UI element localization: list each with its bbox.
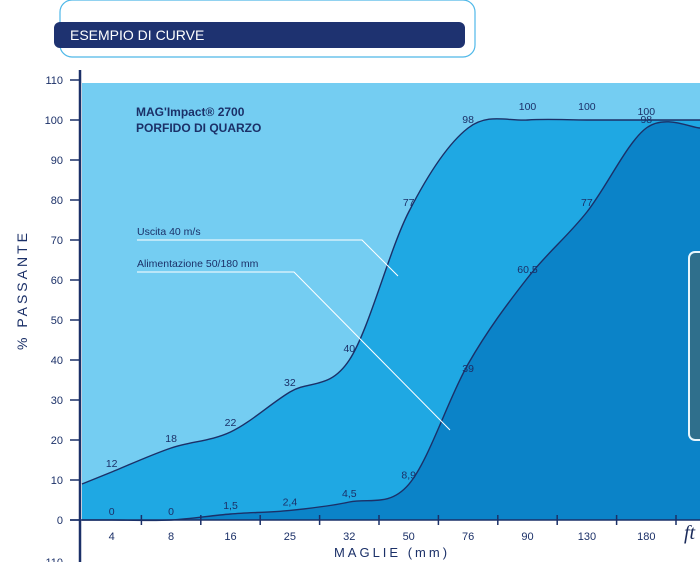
data-label: 32 (284, 377, 296, 389)
data-label: 0 (109, 506, 115, 518)
legend-leader-output (137, 239, 399, 277)
data-label: 4,5 (342, 488, 357, 500)
x-tick-label: 4 (109, 531, 115, 543)
x-tick-label: 130 (578, 531, 596, 543)
x-tick-label: 180 (637, 531, 655, 543)
data-label: 77 (581, 197, 593, 209)
data-label: 100 (638, 106, 656, 118)
data-label: 40 (343, 343, 355, 355)
data-label: 12 (106, 458, 118, 470)
y-tick-label: 40 (51, 355, 63, 367)
header-title: ESEMPIO DI CURVE (70, 27, 204, 43)
x-tick-label: 32 (343, 531, 355, 543)
data-label: 60,5 (517, 264, 538, 276)
x-tick-label: 90 (521, 531, 533, 543)
legend-feed: Alimentazione 50/180 mm (137, 258, 259, 270)
header-bar (54, 22, 465, 48)
y-tick-label: 90 (51, 155, 63, 167)
y-tick-label: 0 (57, 515, 63, 527)
data-label: 98 (640, 114, 652, 126)
x-tick-label: 8 (168, 531, 174, 543)
data-label: 77 (403, 197, 415, 209)
data-label: 2,4 (283, 496, 298, 508)
x-tick-label: 16 (224, 531, 236, 543)
y-tick-label: 70 (51, 235, 63, 247)
y-tick-label: 110 (45, 557, 63, 562)
y-tick-label: 110 (45, 75, 63, 87)
cropped-text-fragment-bottom: ft (684, 522, 696, 544)
legend-leader-feed (137, 271, 451, 431)
data-label: 98 (462, 114, 474, 126)
y-tick-label: 100 (45, 115, 63, 127)
x-tick-label: 25 (284, 531, 296, 543)
legend-output: Uscita 40 m/s (137, 226, 201, 238)
y-tick-label: 50 (51, 315, 63, 327)
y-tick-label: 60 (51, 275, 63, 287)
y-tick-label: 80 (51, 195, 63, 207)
data-label: 22 (225, 417, 237, 429)
data-label: 100 (578, 101, 596, 113)
data-label: 8,9 (401, 469, 416, 481)
data-label: 39 (462, 363, 474, 375)
x-axis-title: MAGLIE (mm) (334, 545, 450, 560)
feed-area (82, 121, 700, 521)
output-curve (81, 118, 700, 485)
data-label: 1,5 (223, 500, 238, 512)
y-tick-label: 30 (51, 395, 63, 407)
y-tick-label: 10 (51, 475, 63, 487)
y-tick-label: 20 (51, 435, 63, 447)
photo-inset (688, 251, 700, 441)
x-tick-label: 50 (403, 531, 415, 543)
chart-subtitle: PORFIDO DI QUARZO (136, 121, 261, 135)
data-label: 18 (165, 433, 177, 445)
x-tick-label: 76 (462, 531, 474, 543)
y-axis-title: % PASSANTE (14, 230, 30, 350)
data-label: 100 (519, 101, 537, 113)
data-label: 0 (168, 506, 174, 518)
chart-title: MAG'Impact® 2700 (136, 105, 245, 119)
